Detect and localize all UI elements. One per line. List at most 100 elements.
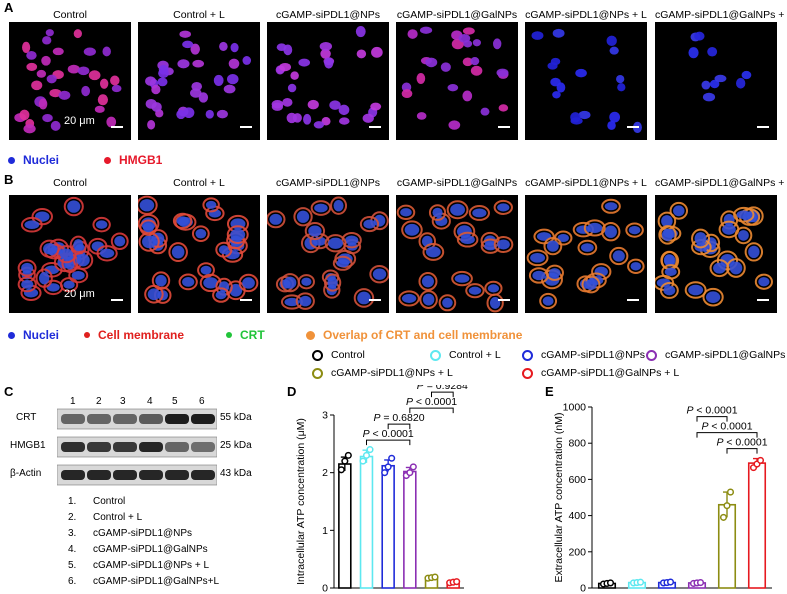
nucleus-cell	[460, 235, 475, 245]
nucleus-cell	[106, 116, 117, 128]
cell-membrane	[310, 200, 332, 216]
data-point	[362, 451, 371, 459]
scale-bar-label-b: 20 μm	[64, 288, 95, 300]
data-point	[359, 457, 367, 465]
cell-membrane	[658, 225, 677, 245]
cell-membrane	[754, 273, 773, 290]
legend-b-overlap: Overlap of CRT and cell membrane	[306, 328, 522, 342]
nucleus-cell	[290, 71, 299, 80]
comparison-bracket	[696, 416, 728, 422]
cell-membrane	[709, 259, 730, 278]
nucleus-cell	[604, 202, 618, 211]
nucleus-cell	[195, 228, 207, 239]
nucleus-cell	[694, 31, 705, 41]
nucleus-cell	[21, 262, 34, 274]
data-point	[431, 573, 439, 581]
nucleus-cell	[422, 293, 435, 306]
cell-membrane	[456, 231, 479, 248]
blot-band	[113, 414, 137, 424]
data-point	[406, 469, 414, 477]
nucleus-cell	[416, 72, 426, 85]
nucleus-cell	[344, 235, 359, 245]
cell-membrane	[280, 273, 300, 293]
cell-membrane	[465, 283, 485, 299]
nucleus-cell	[151, 84, 161, 95]
legend-b-membrane: Cell membrane	[84, 328, 184, 342]
nucleus-cell	[462, 27, 475, 35]
blot-band	[113, 442, 137, 452]
nucleus-cell	[41, 55, 51, 66]
nucleus-cell	[307, 99, 319, 110]
blot-band	[113, 470, 137, 480]
nucleus-cell	[575, 68, 587, 78]
cell-membrane	[226, 225, 249, 244]
nucleus-cell	[139, 199, 155, 212]
nucleus-cell	[142, 222, 154, 233]
lane-4: 4	[147, 396, 153, 407]
nucleus-cell	[758, 277, 770, 287]
nucleus-cell	[99, 248, 115, 258]
nucleus-cell	[284, 297, 300, 307]
nucleus-cell	[329, 100, 341, 110]
ring-icon	[646, 349, 657, 361]
nucleus-cell	[371, 46, 383, 58]
nucleus-cell	[722, 224, 736, 235]
nucleus-cell	[176, 216, 189, 226]
nucleus-cell	[99, 78, 109, 89]
nucleus-cell	[39, 272, 50, 285]
nucleus-cell	[215, 290, 227, 300]
y-tick-label: 3	[322, 410, 328, 422]
y-tick-label: 800	[568, 438, 586, 450]
nucleus-cell	[157, 77, 168, 87]
nucleus-cell	[46, 283, 60, 292]
cell-membrane	[702, 287, 724, 307]
nucleus-cell	[230, 42, 239, 53]
cell-membrane	[493, 199, 513, 215]
title-a-5: cGAMP-siPDL1@NPs + L	[525, 9, 647, 21]
nuclei-dot-icon	[8, 156, 15, 164]
nucleus-cell	[111, 84, 122, 93]
p-value-label: P = 0.6820	[373, 412, 424, 424]
nucleus-cell	[584, 279, 597, 290]
data-point	[337, 466, 345, 474]
cell-membrane	[304, 221, 326, 241]
nucleus-cell	[357, 291, 371, 305]
cell-membrane	[539, 292, 558, 310]
nucleus-cell	[448, 120, 461, 130]
scale-bar	[240, 126, 252, 128]
cell-membrane	[669, 201, 689, 220]
cell-membrane	[293, 207, 313, 227]
nucleus-cell	[73, 239, 84, 252]
title-b-1: Control	[53, 177, 87, 189]
nucleus-cell	[578, 110, 591, 120]
scale-bar	[369, 299, 381, 301]
bar	[359, 455, 374, 589]
nucleus-cell	[705, 291, 721, 304]
nucleus-cell	[226, 74, 239, 85]
cell-membrane	[17, 276, 37, 293]
ring-icon	[522, 367, 533, 379]
blot-band	[165, 414, 189, 424]
nucleus-cell	[458, 33, 471, 43]
cell-membrane	[332, 255, 353, 271]
scale-bar	[627, 126, 639, 128]
cell-membrane	[726, 258, 746, 278]
ring-icon	[430, 349, 441, 361]
micrograph-b-4	[396, 195, 518, 313]
cell-membrane	[92, 216, 111, 233]
cell-membrane	[446, 200, 469, 220]
micrograph-a-2	[138, 22, 260, 140]
title-a-3: cGAMP-siPDL1@NPs	[275, 9, 380, 21]
nucleus-cell	[225, 250, 240, 260]
micrograph-a-5	[525, 22, 647, 140]
blot-band	[87, 470, 111, 480]
nucleus-cell	[321, 116, 331, 126]
nucleus-cell	[36, 69, 47, 78]
legend-a-nuclei: Nuclei	[8, 153, 59, 167]
nucleus-cell	[617, 83, 626, 92]
nucleus-cell	[110, 75, 120, 86]
cell-membrane	[323, 273, 342, 292]
nucleus-cell	[145, 76, 157, 86]
nucleus-cell	[308, 225, 322, 237]
nucleus-cell	[462, 90, 473, 102]
